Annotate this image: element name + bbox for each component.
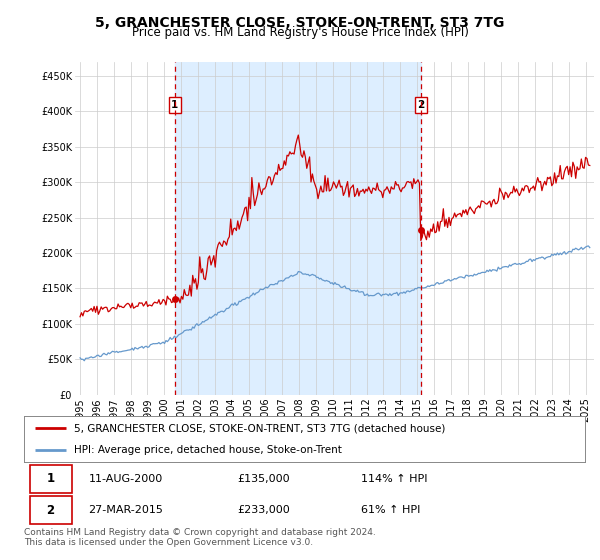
FancyBboxPatch shape bbox=[29, 465, 71, 493]
Text: 2: 2 bbox=[47, 504, 55, 517]
Bar bbox=[175, 62, 421, 395]
FancyBboxPatch shape bbox=[29, 496, 71, 524]
Text: 1: 1 bbox=[171, 100, 178, 110]
Text: 11-AUG-2000: 11-AUG-2000 bbox=[89, 474, 163, 484]
Text: Contains HM Land Registry data © Crown copyright and database right 2024.
This d: Contains HM Land Registry data © Crown c… bbox=[24, 528, 376, 547]
Text: 27-MAR-2015: 27-MAR-2015 bbox=[89, 505, 163, 515]
Text: 114% ↑ HPI: 114% ↑ HPI bbox=[361, 474, 427, 484]
Text: HPI: Average price, detached house, Stoke-on-Trent: HPI: Average price, detached house, Stok… bbox=[74, 445, 343, 455]
Text: 2: 2 bbox=[418, 100, 425, 110]
Text: 5, GRANCHESTER CLOSE, STOKE-ON-TRENT, ST3 7TG (detached house): 5, GRANCHESTER CLOSE, STOKE-ON-TRENT, ST… bbox=[74, 423, 446, 433]
Text: 1: 1 bbox=[47, 472, 55, 486]
Text: £135,000: £135,000 bbox=[237, 474, 290, 484]
Text: 5, GRANCHESTER CLOSE, STOKE-ON-TRENT, ST3 7TG: 5, GRANCHESTER CLOSE, STOKE-ON-TRENT, ST… bbox=[95, 16, 505, 30]
Text: Price paid vs. HM Land Registry's House Price Index (HPI): Price paid vs. HM Land Registry's House … bbox=[131, 26, 469, 39]
Text: £233,000: £233,000 bbox=[237, 505, 290, 515]
Text: 61% ↑ HPI: 61% ↑ HPI bbox=[361, 505, 420, 515]
